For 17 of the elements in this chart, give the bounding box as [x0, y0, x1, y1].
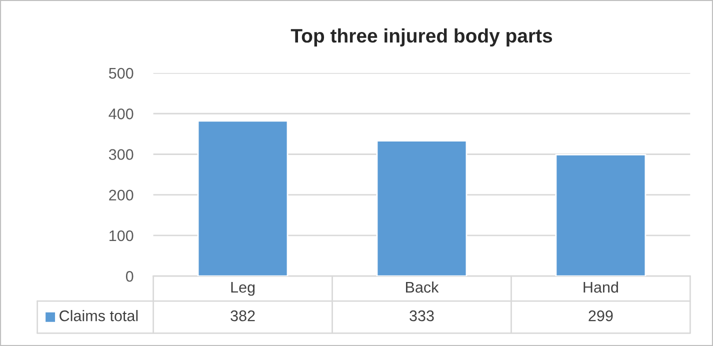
- y-tick-label: 400: [108, 108, 134, 120]
- legend-label: Claims total: [60, 310, 138, 322]
- bar: [376, 140, 468, 276]
- x-tick-label: Leg: [231, 282, 255, 296]
- y-tick-label: 300: [108, 149, 134, 160]
- y-tick-label: 200: [109, 190, 134, 201]
- x-tick-label: Hand: [584, 281, 618, 293]
- chart-title: Top three injured body parts: [290, 28, 552, 46]
- y-tick-label: 500: [108, 68, 134, 79]
- bar: [197, 120, 288, 276]
- data-label: 382: [230, 310, 255, 322]
- y-tick-label: 100: [110, 230, 134, 242]
- bar: [555, 154, 646, 276]
- y-tick-label: 0: [126, 270, 134, 282]
- x-tick-label: Back: [406, 281, 439, 293]
- data-label: 299: [588, 310, 613, 322]
- data-label: 333: [410, 310, 434, 322]
